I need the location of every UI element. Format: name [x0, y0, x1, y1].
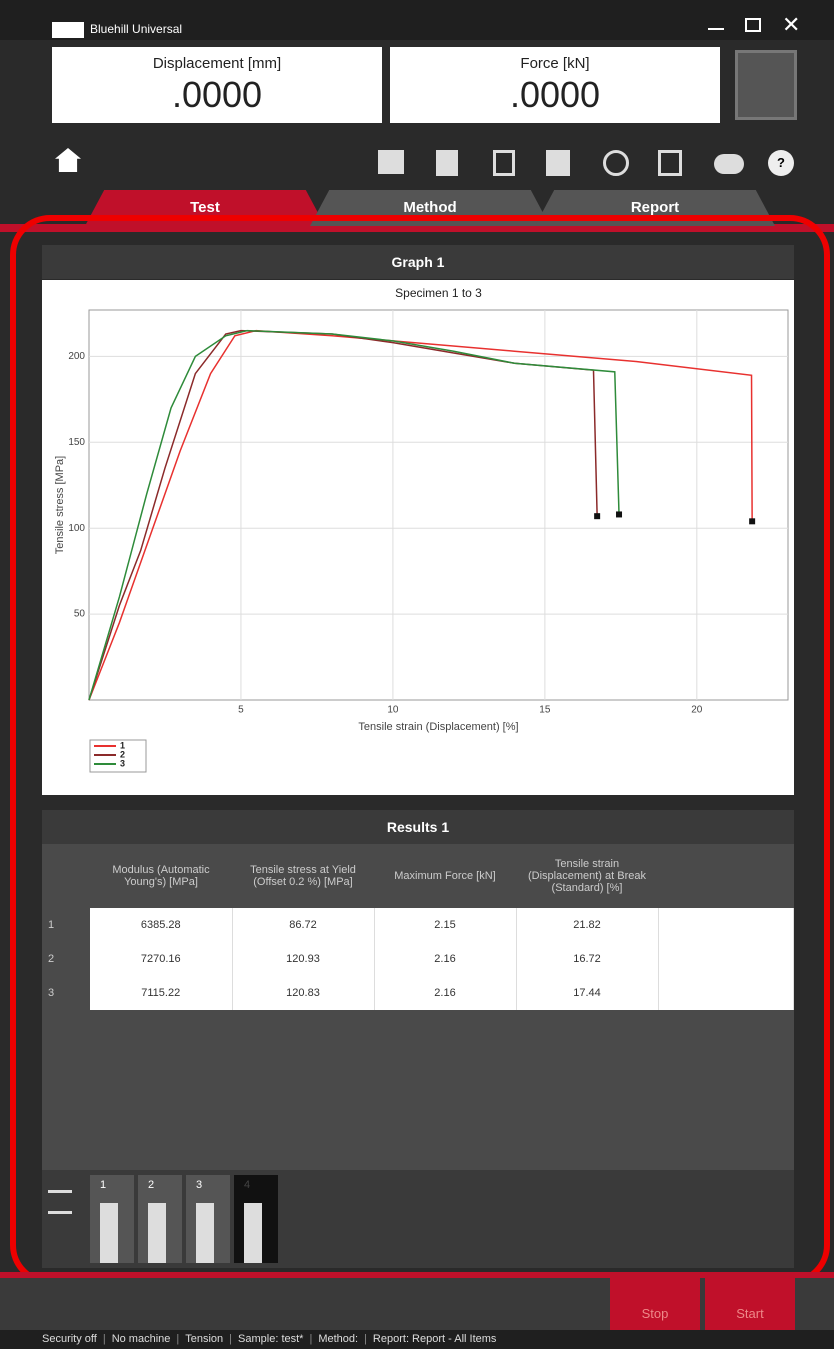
highlight-outline [10, 215, 830, 1285]
readout: Force [kN] .0000 [390, 47, 720, 123]
tool-icon[interactable] [436, 150, 458, 176]
app-window: Bluehill Universal ✕ Displacement [mm] .0… [0, 0, 834, 1349]
tool-icon[interactable] [658, 150, 682, 176]
readout-label: Force [kN] [390, 55, 720, 72]
readout-value: .0000 [390, 74, 720, 116]
separator: | [176, 1333, 179, 1345]
readout: Displacement [mm] .0000 [52, 47, 382, 123]
close-button[interactable]: ✕ [782, 12, 800, 38]
tool-icon[interactable] [603, 150, 629, 176]
title-bar: Bluehill Universal ✕ [0, 0, 834, 40]
help-button[interactable]: ? [768, 150, 794, 176]
logo [52, 22, 84, 38]
app-title: Bluehill Universal [90, 22, 182, 36]
control-bar: Stop Start [0, 1272, 834, 1330]
status-item: Sample: test* [238, 1333, 303, 1345]
status-item: Tension [185, 1333, 223, 1345]
tool-icon[interactable] [378, 150, 404, 174]
separator: | [103, 1333, 106, 1345]
separator: | [309, 1333, 312, 1345]
minimize-button[interactable] [708, 28, 724, 30]
home-button[interactable] [55, 148, 81, 172]
frame-icon[interactable] [735, 50, 797, 120]
tool-icon[interactable] [493, 150, 515, 176]
stop-button[interactable]: Stop [610, 1278, 700, 1330]
status-item: Method: [318, 1333, 358, 1345]
readout-value: .0000 [52, 74, 382, 116]
tool-icon[interactable] [546, 150, 570, 176]
maximize-button[interactable] [745, 18, 761, 32]
status-bar: Security off | No machine | Tension | Sample: … [0, 1330, 834, 1349]
separator: | [229, 1333, 232, 1345]
separator: | [364, 1333, 367, 1345]
tool-icon[interactable] [714, 154, 744, 174]
status-item: Report: Report - All Items [373, 1333, 497, 1345]
status-item: No machine [112, 1333, 171, 1345]
start-button[interactable]: Start [705, 1278, 795, 1330]
status-item: Security off [42, 1333, 97, 1345]
toolbar: ? [378, 148, 798, 178]
readout-label: Displacement [mm] [52, 55, 382, 72]
